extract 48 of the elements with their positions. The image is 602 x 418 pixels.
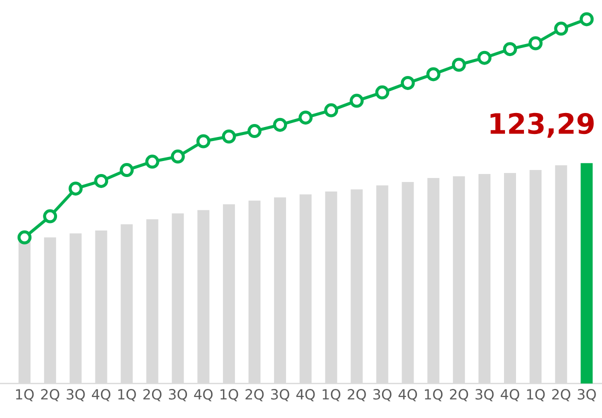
- x-tick-label: 3Q: [373, 389, 392, 402]
- point: [145, 154, 160, 169]
- x-tick-label: 1Q: [527, 389, 545, 402]
- x-tick-label: 4Q: [500, 389, 520, 402]
- x-tick-label: 3Q: [476, 389, 494, 402]
- point: [375, 85, 390, 100]
- point: [298, 110, 313, 125]
- x-tick-label: 2Q: [246, 389, 264, 402]
- x-tick-label: 2Q: [348, 389, 366, 402]
- point: [554, 22, 568, 36]
- x-tick-label: 2Q: [450, 389, 468, 402]
- point: [43, 209, 58, 224]
- point: [68, 182, 83, 196]
- point: [324, 103, 338, 118]
- point: [196, 134, 210, 148]
- bar: [580, 163, 593, 384]
- x-tick-label: 2Q: [552, 389, 570, 402]
- point: [248, 124, 262, 138]
- x-tick-label: 1Q: [220, 389, 238, 402]
- x-tick-label: 4Q: [92, 389, 110, 402]
- point: [170, 150, 185, 164]
- x-tick-label: 1Q: [322, 389, 340, 402]
- point: [94, 174, 108, 188]
- x-tick-label: 3Q: [66, 389, 85, 402]
- point: [580, 12, 594, 26]
- point: [18, 230, 32, 244]
- x-tick-label: 1Q: [424, 389, 443, 402]
- point: [120, 163, 134, 178]
- x-tick-label: 3Q: [271, 389, 290, 402]
- point: [222, 130, 236, 144]
- x-tick-label: 4Q: [398, 389, 417, 402]
- x-tick-label: 4Q: [194, 389, 213, 402]
- point: [273, 118, 288, 132]
- point: [528, 36, 543, 50]
- x-tick-label: 3Q: [168, 389, 188, 402]
- x-tick-label: 1Q: [118, 389, 136, 402]
- point: [503, 42, 518, 56]
- point: [350, 94, 364, 108]
- point: [400, 76, 415, 90]
- point: [452, 58, 466, 72]
- x-tick-label: 1Q: [16, 389, 34, 402]
- point: [426, 67, 440, 82]
- annotation: 123,29: [490, 112, 594, 138]
- x-tick-label: 2Q: [143, 389, 162, 402]
- x-tick-label: 4Q: [296, 389, 315, 402]
- x-tick-label: 3Q: [578, 389, 596, 402]
- x-tick-label: 2Q: [41, 389, 60, 402]
- point: [477, 50, 492, 65]
